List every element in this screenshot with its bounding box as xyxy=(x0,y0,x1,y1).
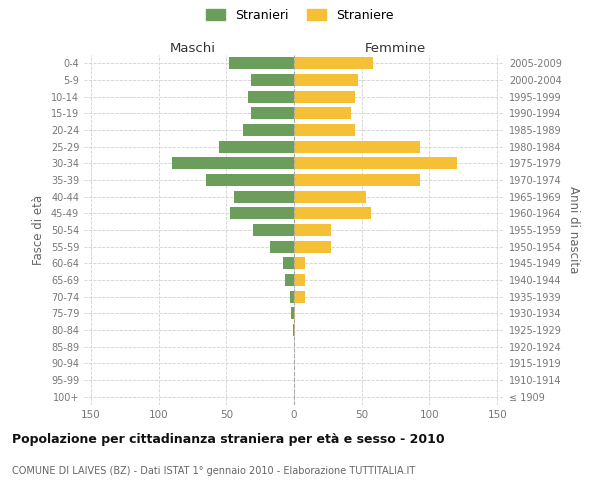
Text: Popolazione per cittadinanza straniera per età e sesso - 2010: Popolazione per cittadinanza straniera p… xyxy=(12,432,445,446)
Y-axis label: Fasce di età: Fasce di età xyxy=(32,195,45,265)
Bar xyxy=(294,240,331,252)
Bar xyxy=(248,90,294,102)
Bar xyxy=(294,158,457,170)
Bar xyxy=(172,158,294,170)
Bar xyxy=(294,190,366,202)
Text: Femmine: Femmine xyxy=(365,42,426,55)
Bar xyxy=(294,174,420,186)
Bar xyxy=(294,290,305,302)
Bar xyxy=(235,190,294,202)
Bar xyxy=(294,274,305,286)
Bar xyxy=(251,74,294,86)
Bar xyxy=(290,290,294,302)
Bar xyxy=(242,124,294,136)
Bar xyxy=(294,108,351,120)
Bar xyxy=(253,224,294,236)
Legend: Stranieri, Straniere: Stranieri, Straniere xyxy=(206,8,394,22)
Bar xyxy=(294,124,355,136)
Bar xyxy=(294,308,295,320)
Bar xyxy=(291,308,294,320)
Bar xyxy=(294,140,420,152)
Bar xyxy=(294,90,355,102)
Bar xyxy=(269,240,294,252)
Bar xyxy=(283,258,294,270)
Bar xyxy=(220,140,294,152)
Bar xyxy=(294,208,371,220)
Bar xyxy=(251,108,294,120)
Bar xyxy=(284,274,294,286)
Bar xyxy=(230,208,294,220)
Y-axis label: Anni di nascita: Anni di nascita xyxy=(567,186,580,274)
Bar xyxy=(294,258,305,270)
Text: COMUNE DI LAIVES (BZ) - Dati ISTAT 1° gennaio 2010 - Elaborazione TUTTITALIA.IT: COMUNE DI LAIVES (BZ) - Dati ISTAT 1° ge… xyxy=(12,466,415,476)
Bar xyxy=(293,324,294,336)
Bar xyxy=(294,224,331,236)
Bar xyxy=(294,58,373,70)
Bar xyxy=(294,74,358,86)
Text: Maschi: Maschi xyxy=(169,42,215,55)
Bar xyxy=(294,324,295,336)
Bar xyxy=(229,58,294,70)
Bar xyxy=(206,174,294,186)
